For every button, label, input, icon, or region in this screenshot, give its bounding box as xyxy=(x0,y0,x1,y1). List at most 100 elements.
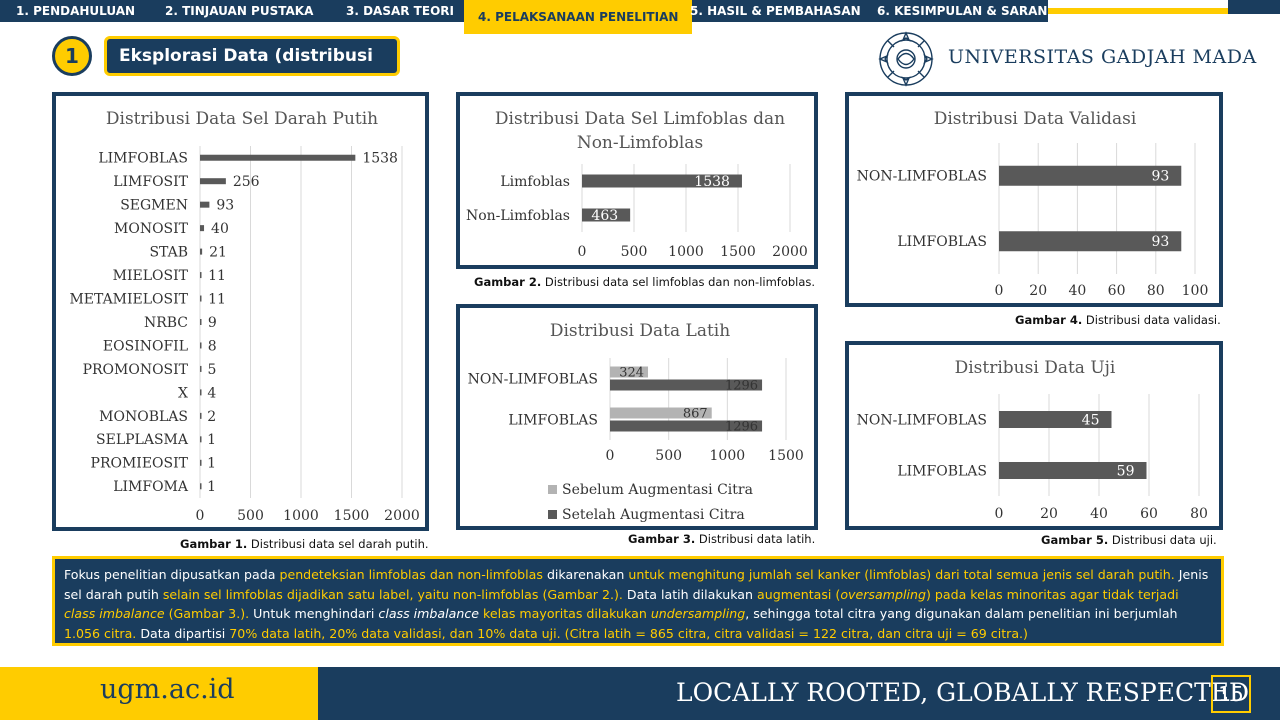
bar-monoblas xyxy=(200,412,202,419)
chart-limfoblas-non-limfoblas: Distribusi Data Sel Limfoblas dan Non-Lim… xyxy=(466,109,808,260)
data-label: 59 xyxy=(1117,463,1135,479)
bar-limfoblas xyxy=(999,231,1182,252)
category-label-limfoblas: LIMFOBLAS xyxy=(98,151,188,167)
panel-chart-data-uji: Distribusi Data Uji 0 20 40 60 80 NON-LIMFOBLA… xyxy=(845,341,1223,530)
data-label: 93 xyxy=(1151,234,1169,250)
bar-non-limfoblas xyxy=(999,411,1112,428)
bar-monosit xyxy=(200,225,205,232)
footer-url[interactable]: ugm.ac.id xyxy=(100,674,235,705)
data-label: 2 xyxy=(207,409,216,425)
university-name: UNIVERSITAS GADJAH MADA xyxy=(948,46,1257,68)
data-label: 4 xyxy=(207,385,216,401)
x-tick-label: 40 xyxy=(1068,283,1086,299)
x-tick-label: 20 xyxy=(1029,283,1047,299)
bar-limfoblas xyxy=(582,174,742,188)
nav-accent-bar xyxy=(1048,8,1228,14)
x-tick-label: 0 xyxy=(995,283,1004,299)
x-tick-label: 0 xyxy=(606,448,615,464)
chart-title: Non-Limfoblas xyxy=(577,133,703,153)
category-label-limfoblas: Limfoblas xyxy=(500,174,570,190)
data-label: 11 xyxy=(208,268,226,284)
bar-nrbc xyxy=(200,319,202,325)
tab-hasil-pembahasan[interactable]: 5. HASIL & PEMBAHASAN xyxy=(690,4,861,18)
tab-kesimpulan-saran[interactable]: 6. KESIMPULAN & SARAN xyxy=(877,4,1048,18)
x-tick-label: 100 xyxy=(1182,283,1209,299)
data-label: 93 xyxy=(216,198,234,214)
category-label-selplasma: SELPLASMA xyxy=(96,432,189,448)
tab-pendahuluan[interactable]: 1. PENDAHULUAN xyxy=(16,4,136,18)
x-tick-label: 60 xyxy=(1140,506,1158,522)
category-label-promieosit: PROMIEOSIT xyxy=(91,456,189,472)
caption-gambar-3: Gambar 3. Distribusi data latih. xyxy=(628,532,816,546)
data-label: 8 xyxy=(208,338,217,354)
bar-non-limfoblas-setelah-augmentasi-citra xyxy=(610,379,763,391)
category-label-monoblas: MONOBLAS xyxy=(99,409,188,425)
bar-limfoblas xyxy=(200,154,356,161)
data-label: 11 xyxy=(208,291,226,307)
data-label: 1 xyxy=(207,479,216,495)
legend-swatch-setelah-augmentasi-citra xyxy=(548,510,557,519)
bar-selplasma xyxy=(200,436,202,443)
panel-chart-data-validasi: Distribusi Data Validasi 0 20 40 60 80 100 NON-… xyxy=(845,92,1223,307)
nav-corner-block xyxy=(1228,0,1280,14)
x-tick-label: 500 xyxy=(621,244,648,260)
x-tick-label: 40 xyxy=(1090,506,1108,522)
x-tick-label: 80 xyxy=(1190,506,1208,522)
x-tick-label: 80 xyxy=(1147,283,1165,299)
caption-gambar-4: Gambar 4. Distribusi data validasi. xyxy=(1015,313,1221,327)
category-label-eosinofil: EOSINOFIL xyxy=(103,338,188,354)
data-label: 1538 xyxy=(694,174,730,190)
bar-non-limfoblas xyxy=(582,208,631,222)
x-tick-label: 1500 xyxy=(720,244,756,260)
bar-stab xyxy=(200,248,203,255)
top-nav: 1. PENDAHULUAN 2. TINJAUAN PUSTAKA 3. DA… xyxy=(0,0,1280,34)
bar-limfosit xyxy=(200,178,226,185)
data-label: 5 xyxy=(208,362,217,378)
footer-left-band xyxy=(0,667,318,720)
x-tick-label: 1500 xyxy=(768,448,804,464)
data-label: 21 xyxy=(209,245,227,261)
university-logo: UNIVERSITAS GADJAH MADA xyxy=(876,30,1256,90)
caption-gambar-1: Gambar 1. Distribusi data sel darah puti… xyxy=(180,537,429,551)
chart-data-latih: Distribusi Data Latih 0 500 1000 1500 NON-LIM… xyxy=(468,321,804,523)
bar-mielosit xyxy=(200,272,202,279)
category-label-mielosit: MIELOSIT xyxy=(113,268,189,284)
data-label: 40 xyxy=(211,221,229,237)
bar-non-limfoblas xyxy=(999,165,1182,186)
data-label: 256 xyxy=(233,174,260,190)
category-label-non-limfoblas: NON-LIMFOBLAS xyxy=(857,169,987,185)
x-tick-label: 1000 xyxy=(668,244,704,260)
tab-tinjauan-pustaka[interactable]: 2. TINJAUAN PUSTAKA xyxy=(165,4,314,18)
category-label-limfoma: LIMFOMA xyxy=(113,479,189,495)
legend-label-sebelum-augmentasi-citra: Sebelum Augmentasi Citra xyxy=(562,482,753,498)
x-tick-label: 2000 xyxy=(384,508,420,524)
caption-gambar-5: Gambar 5. Distribusi data uji. xyxy=(1041,533,1217,547)
bar-promieosit xyxy=(200,459,202,466)
data-label: 1538 xyxy=(362,151,398,167)
category-label-monosit: MONOSIT xyxy=(114,221,189,237)
data-label: 1 xyxy=(207,456,216,472)
x-tick-label: 500 xyxy=(655,448,682,464)
info-box: Fokus penelitian dipusatkan pada pendete… xyxy=(52,556,1224,646)
chart-data-validasi: Distribusi Data Validasi 0 20 40 60 80 100 NON-… xyxy=(857,109,1209,299)
x-tick-label: 0 xyxy=(196,508,205,524)
category-label-nrbc: NRBC xyxy=(144,315,188,331)
bar-segmen xyxy=(200,201,210,208)
category-label-limfoblas: LIMFOBLAS xyxy=(897,463,987,479)
chart-title: Distribusi Data Sel Darah Putih xyxy=(106,109,378,129)
panel-chart-sel-darah-putih: Distribusi Data Sel Darah Putih 0 500 1000 1… xyxy=(52,92,429,531)
tab-dasar-teori[interactable]: 3. DASAR TEORI xyxy=(346,4,454,18)
bar-limfoma xyxy=(200,483,202,490)
x-tick-label: 2000 xyxy=(772,244,808,260)
caption-gambar-2: Gambar 2. Distribusi data sel limfoblas … xyxy=(474,275,816,289)
section-number-badge: 1 xyxy=(52,36,92,76)
data-label: 9 xyxy=(208,315,217,331)
chart-title: Distribusi Data Validasi xyxy=(934,109,1137,129)
x-tick-label: 500 xyxy=(237,508,264,524)
data-label: 867 xyxy=(683,407,708,422)
chart-title: Distribusi Data Sel Limfoblas dan xyxy=(495,109,785,129)
chart-title: Distribusi Data Latih xyxy=(550,321,730,341)
bar-x xyxy=(200,389,202,396)
category-label-non-limfoblas: NON-LIMFOBLAS xyxy=(468,371,598,387)
tab-pelaksanaan-penelitian[interactable]: 4. PELAKSANAAN PENELITIAN xyxy=(464,0,693,34)
